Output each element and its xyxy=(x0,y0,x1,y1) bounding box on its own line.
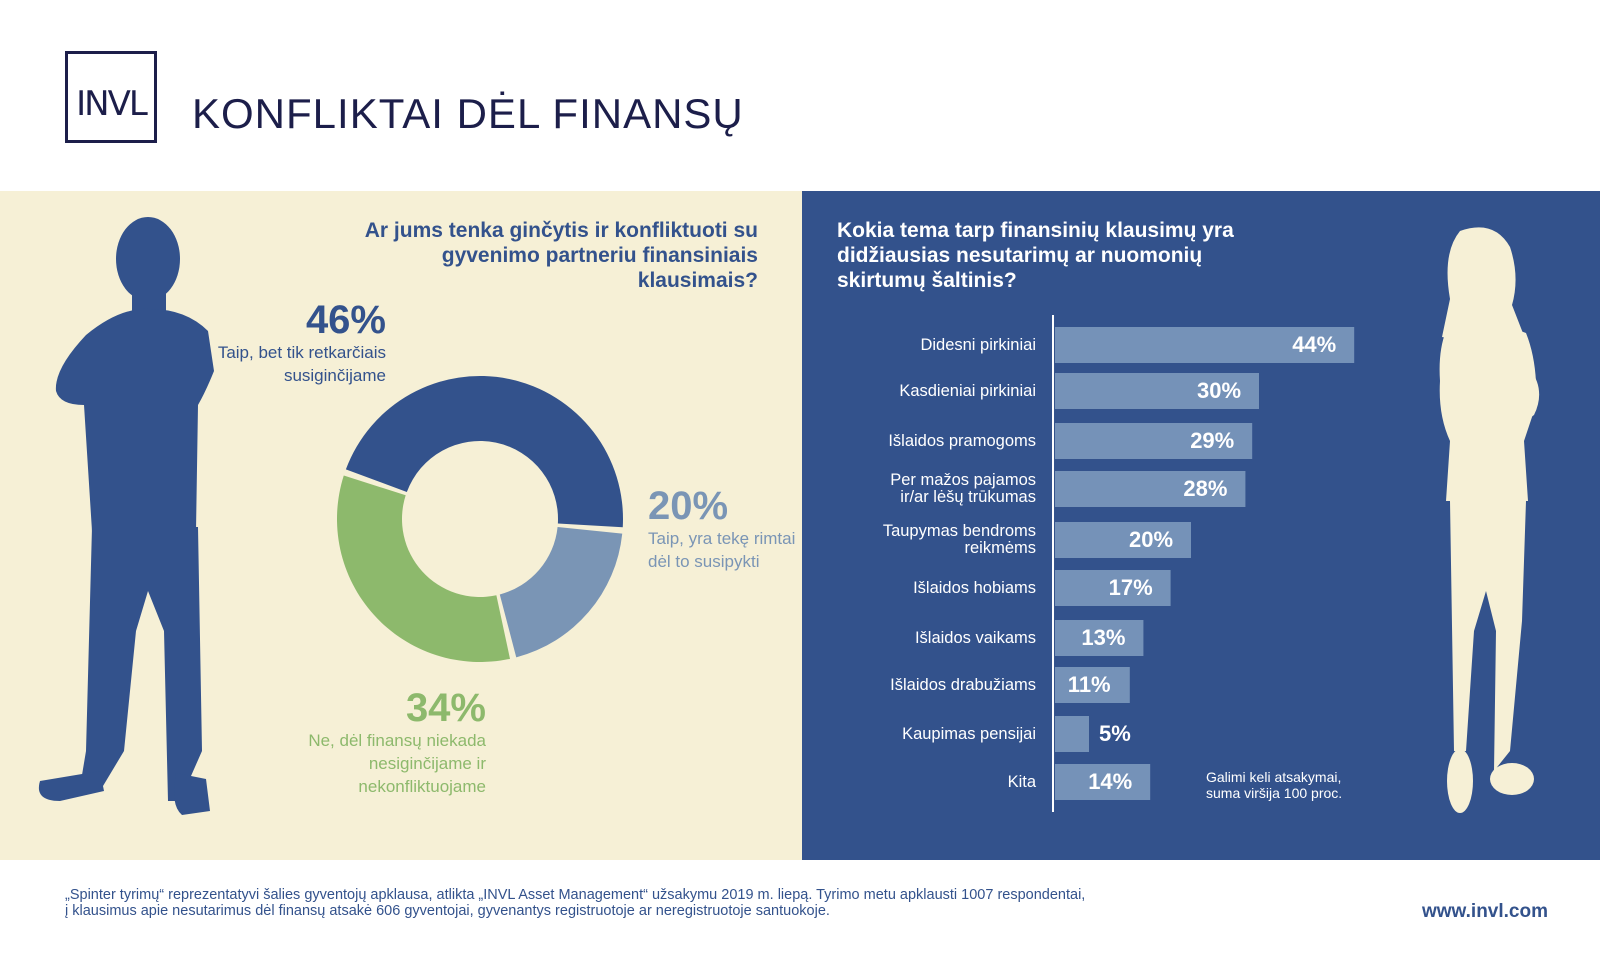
bar-8 xyxy=(1055,716,1089,752)
donut-chart xyxy=(336,376,623,662)
bar-1 xyxy=(1055,373,1259,409)
bar-2 xyxy=(1055,423,1253,459)
bar-value-label: 20% xyxy=(1129,527,1174,552)
invl-logo: INVL xyxy=(65,51,157,143)
footnote-line-1: „Spinter tyrimų“ reprezentatyvi šalies g… xyxy=(65,887,1086,903)
bar-value-label: 29% xyxy=(1190,428,1235,453)
bar-panel: Kokia tema tarp finansinių klausimų yra … xyxy=(802,191,1600,860)
label-34: 34% Ne, dėl finansų niekada nesiginčijam… xyxy=(270,687,486,798)
bar-category-label: Kita xyxy=(1007,772,1036,791)
desc-46: Taip, bet tik retkarčiais susiginčijame xyxy=(217,343,386,385)
left-question: Ar jums tenka ginčytis ir konfliktuoti s… xyxy=(364,219,758,292)
bar-category-label: Per mažos pajamos ir/ar lėšų trūkumas xyxy=(890,471,1036,506)
pct-34: 34% xyxy=(405,686,486,730)
bar-0 xyxy=(1055,327,1355,363)
bar-value-label: 28% xyxy=(1183,476,1228,501)
bar-value-label: 30% xyxy=(1197,378,1242,403)
right-question: Kokia tema tarp finansinių klausimų yra … xyxy=(837,219,1234,292)
man-silhouette-icon xyxy=(38,217,214,815)
footnote: „Spinter tyrimų“ reprezentatyvi šalies g… xyxy=(65,887,1085,919)
website-link[interactable]: www.invl.com xyxy=(1422,901,1548,922)
bar-category-label: Išlaidos pramogoms xyxy=(888,431,1036,450)
donut-slice-20 xyxy=(499,527,623,658)
bar-value-label: 5% xyxy=(1099,721,1131,746)
label-46: 46% Taip, bet tik retkarčiais susiginčij… xyxy=(200,299,386,387)
logo-text: INVL xyxy=(76,84,148,124)
bar-value-label: 17% xyxy=(1108,575,1153,600)
bar-5 xyxy=(1055,570,1171,606)
bar-4 xyxy=(1055,522,1191,558)
page-title: KONFLIKTAI DĖL FINANSŲ xyxy=(192,90,744,137)
desc-34: Ne, dėl finansų niekada nesiginčijame ir… xyxy=(308,731,486,796)
bar-7 xyxy=(1055,667,1130,703)
bar-category-label: Išlaidos hobiams xyxy=(913,578,1036,597)
bar-9 xyxy=(1055,764,1151,800)
bar-3 xyxy=(1055,471,1246,507)
bar-value-label: 14% xyxy=(1088,769,1133,794)
donut-panel: Ar jums tenka ginčytis ir konfliktuoti s… xyxy=(0,191,802,860)
woman-silhouette-icon xyxy=(1439,227,1540,813)
bar-category-label: Išlaidos drabužiams xyxy=(890,675,1036,694)
bar-6 xyxy=(1055,620,1144,656)
bar-category-label: Kaupimas pensijai xyxy=(902,724,1036,743)
donut-slice-34 xyxy=(336,475,511,662)
pct-20: 20% xyxy=(648,484,729,528)
bar-value-label: 44% xyxy=(1292,332,1337,357)
label-20: 20% Taip, yra tekę rimtai dėl to susipyk… xyxy=(648,485,798,573)
bar-category-label: Didesni pirkiniai xyxy=(920,335,1036,354)
donut-slice-46 xyxy=(345,376,623,528)
bar-value-label: 13% xyxy=(1081,625,1126,650)
bar-category-label: Išlaidos vaikams xyxy=(914,628,1036,647)
chart-note: Galimi keli atsakymai, suma viršija 100 … xyxy=(1206,769,1343,801)
footnote-line-2: į klausimus apie nesutarimus dėl finansų… xyxy=(65,903,830,919)
bar-value-label: 11% xyxy=(1067,672,1111,697)
bar-chart xyxy=(1052,315,1355,812)
bar-category-label: Taupymas bendroms reikmėms xyxy=(882,522,1036,557)
bar-category-label: Kasdieniai pirkiniai xyxy=(899,381,1036,400)
desc-20: Taip, yra tekę rimtai dėl to susipykti xyxy=(648,529,796,571)
pct-46: 46% xyxy=(305,298,386,342)
